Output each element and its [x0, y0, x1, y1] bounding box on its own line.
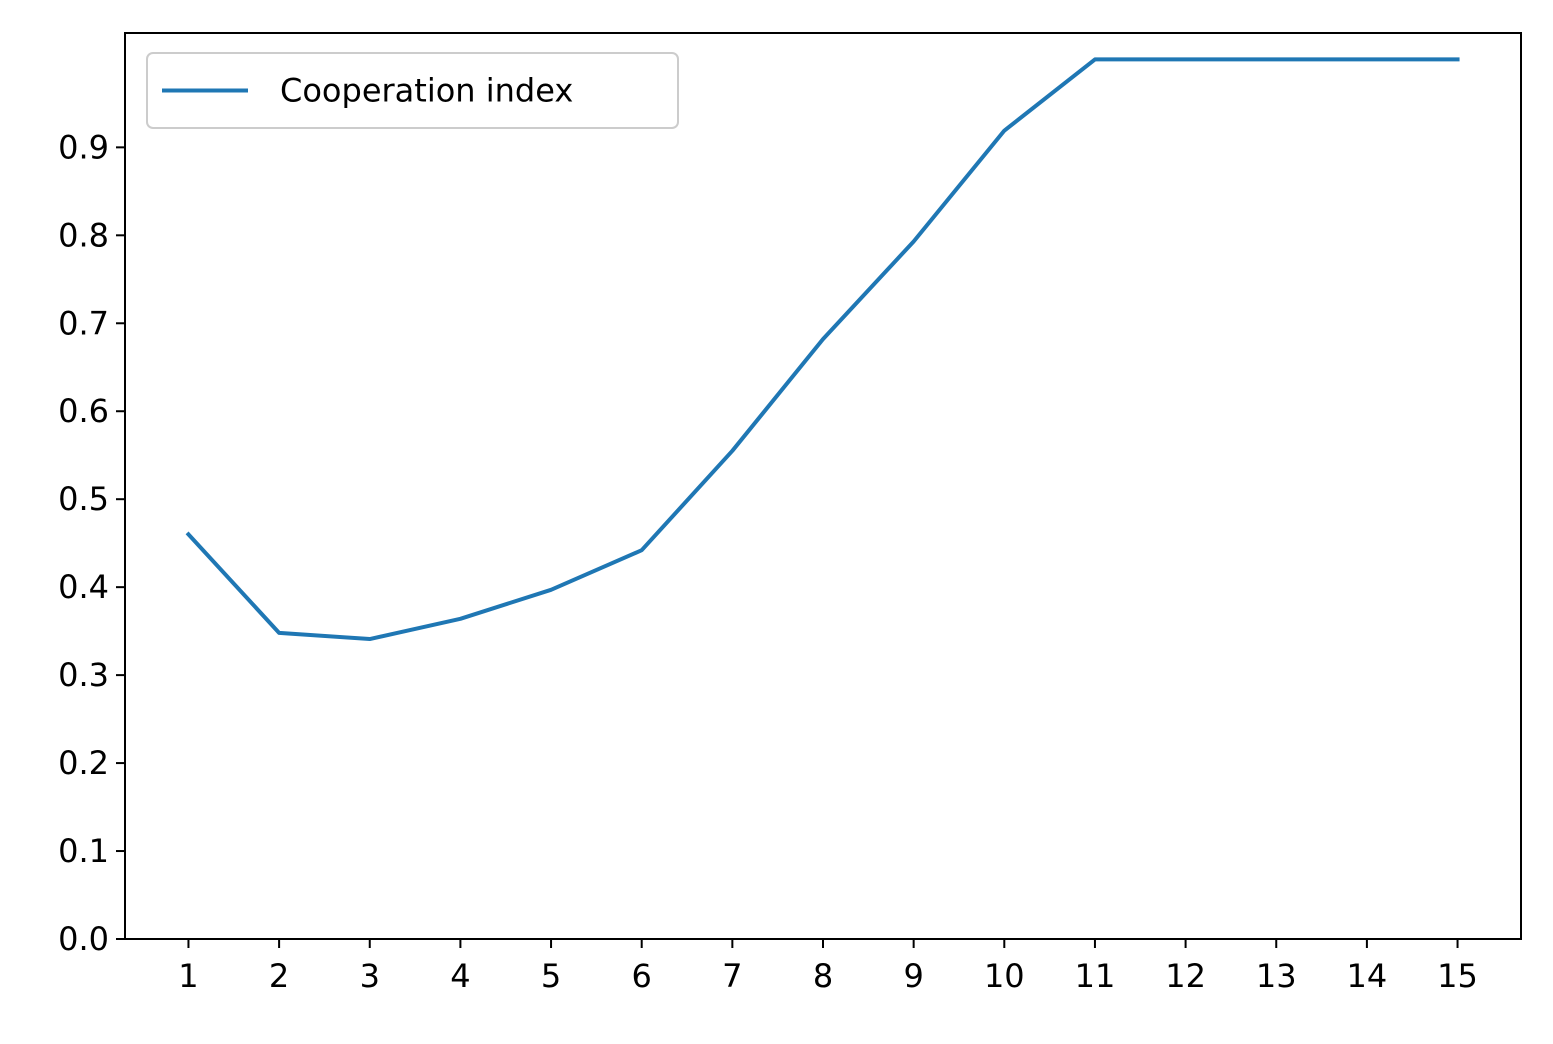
x-tick-label: 14 [1347, 957, 1388, 995]
x-tick-label: 3 [360, 957, 380, 995]
y-tick-label: 0.2 [58, 744, 109, 782]
series-line-0 [185, 57, 1460, 642]
x-tick-label: 2 [269, 957, 289, 995]
x-tick-label: 1 [178, 957, 198, 995]
x-tick-label: 12 [1165, 957, 1206, 995]
plot-frame [124, 32, 1522, 940]
legend: Cooperation index [146, 52, 679, 129]
y-tick-label: 0.0 [58, 920, 109, 958]
y-tick-label: 0.3 [58, 656, 109, 694]
x-tick-label: 15 [1437, 957, 1478, 995]
x-tick-label: 9 [903, 957, 923, 995]
y-tick-label: 0.6 [58, 392, 109, 430]
x-tick-label: 8 [813, 957, 833, 995]
series-layer [185, 57, 1460, 642]
x-axis: 1 2 3 4 5 6 7 8 9 10 11 12 13 14 15 [178, 939, 1478, 995]
x-tick-label: 11 [1075, 957, 1116, 995]
y-axis: 0.0 0.1 0.2 0.3 0.4 0.5 0.6 0.7 0.8 0.9 [58, 128, 125, 958]
y-tick-label: 0.9 [58, 128, 109, 166]
y-tick-label: 0.4 [58, 568, 109, 606]
x-tick-label: 13 [1256, 957, 1297, 995]
legend-label: Cooperation index [280, 72, 573, 110]
x-tick-label: 5 [541, 957, 561, 995]
x-tick-label: 4 [450, 957, 470, 995]
x-tick-label: 7 [722, 957, 742, 995]
y-tick-label: 0.5 [58, 480, 109, 518]
x-tick-label: 6 [632, 957, 652, 995]
x-tick-label: 10 [984, 957, 1025, 995]
y-tick-label: 0.1 [58, 832, 109, 870]
legend-box [146, 52, 679, 129]
y-tick-label: 0.8 [58, 216, 109, 254]
y-tick-label: 0.7 [58, 304, 109, 342]
